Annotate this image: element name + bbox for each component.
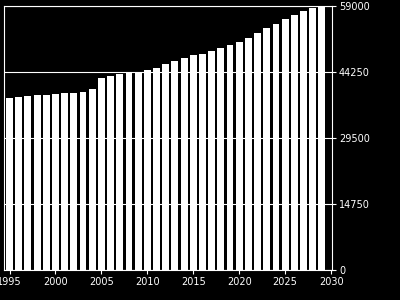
Bar: [43, 94, 50, 270]
Bar: [291, 15, 298, 270]
Bar: [24, 96, 31, 270]
Bar: [199, 54, 206, 270]
Bar: [89, 89, 96, 270]
Bar: [318, 6, 325, 270]
Bar: [236, 42, 243, 270]
Bar: [52, 94, 59, 270]
Bar: [208, 51, 215, 270]
Bar: [98, 78, 105, 270]
Bar: [80, 92, 86, 270]
Bar: [300, 11, 307, 270]
Bar: [190, 55, 197, 270]
Bar: [226, 45, 234, 270]
Bar: [70, 93, 77, 270]
Bar: [6, 98, 13, 270]
Bar: [282, 20, 288, 270]
Bar: [144, 70, 151, 270]
Bar: [254, 33, 261, 270]
Bar: [61, 93, 68, 270]
Bar: [162, 64, 169, 270]
Bar: [172, 61, 178, 270]
Bar: [309, 8, 316, 270]
Bar: [126, 73, 132, 270]
Bar: [15, 97, 22, 270]
Bar: [181, 58, 188, 270]
Bar: [34, 95, 40, 270]
Bar: [217, 48, 224, 270]
Bar: [153, 68, 160, 270]
Bar: [116, 74, 123, 270]
Bar: [272, 24, 280, 270]
Bar: [135, 72, 142, 270]
Bar: [107, 76, 114, 270]
Bar: [245, 38, 252, 270]
Bar: [263, 28, 270, 270]
